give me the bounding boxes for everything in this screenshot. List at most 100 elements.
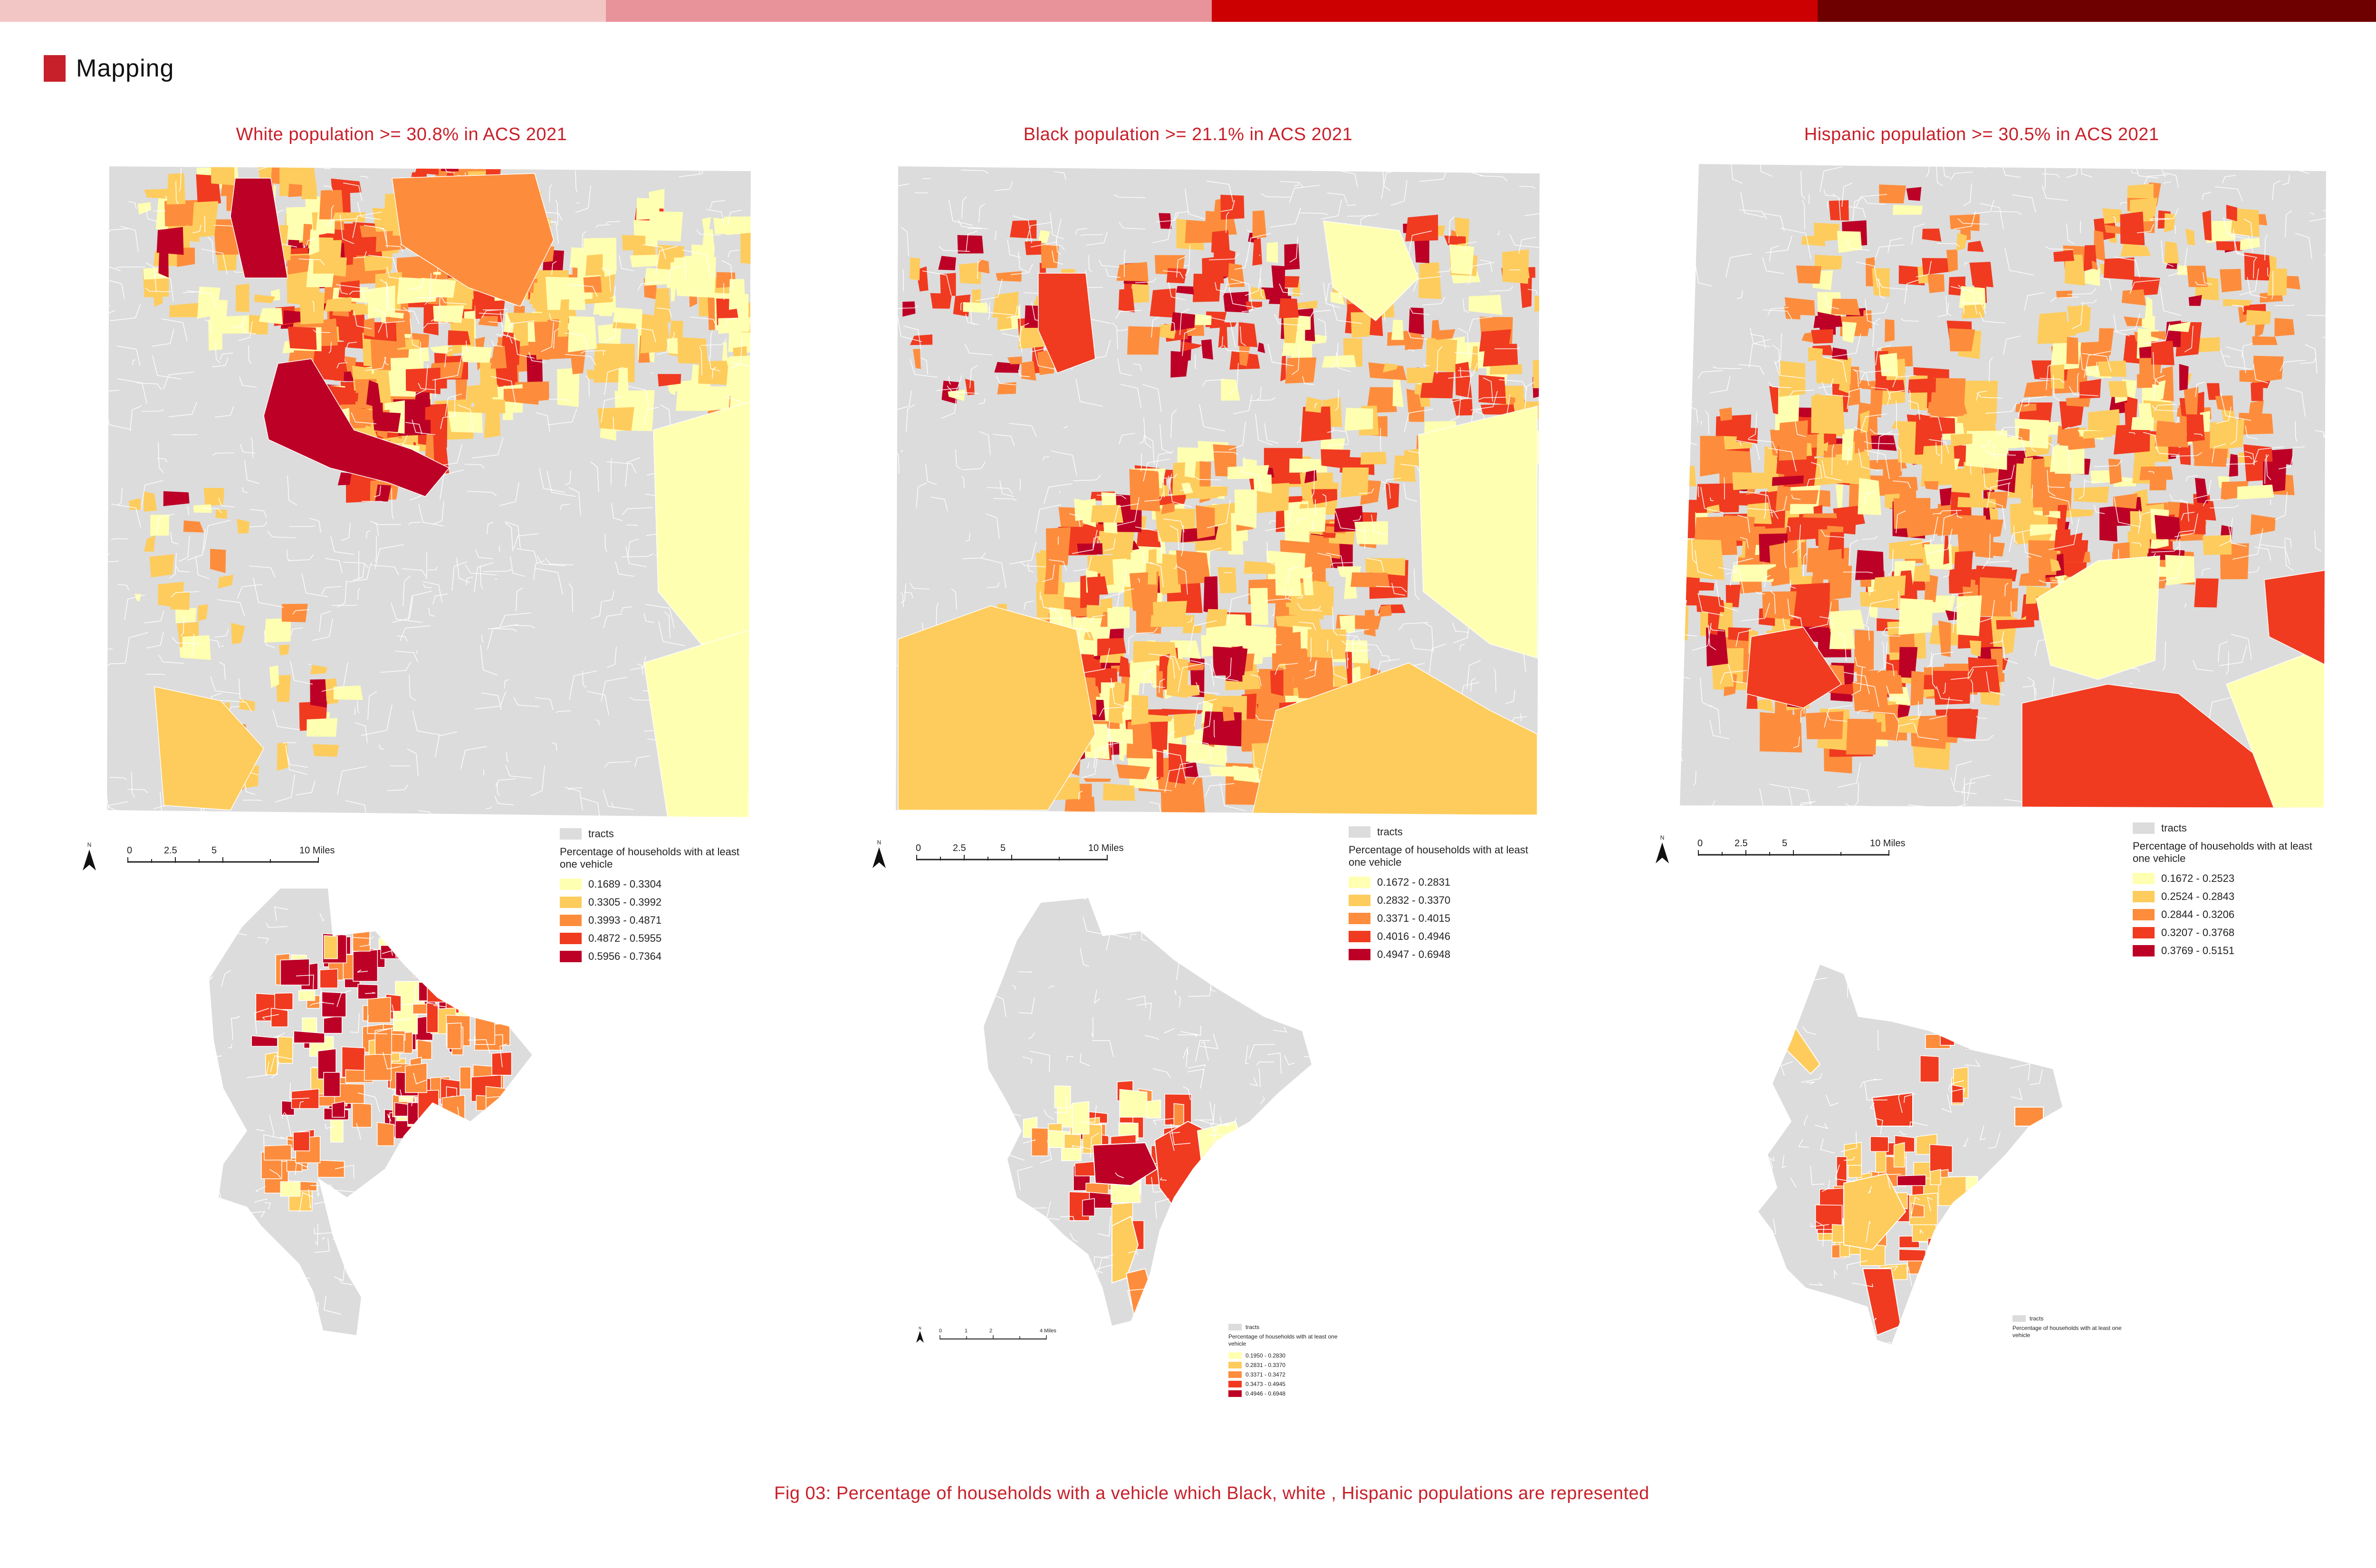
tract-cell-class-1: [1253, 474, 1272, 494]
tract-cell-class-4: [1966, 1034, 1981, 1050]
legend-title: Percentage of households with at least o…: [2133, 840, 2312, 864]
legend-swatch-4: [1228, 1381, 1242, 1387]
tract-cell-class-3: [2066, 396, 2091, 407]
tract-cell-class-4: [1953, 551, 1973, 587]
tract-cell-class-4: [1996, 619, 2035, 630]
tract-cell-class-2: [1099, 531, 1134, 555]
tract-cell-class-5: [2099, 506, 2117, 542]
tract-cell-class-4: [1708, 603, 1721, 635]
tract-cell-class-2: [144, 189, 171, 199]
tract-cell-class-4: [1180, 341, 1202, 352]
tract-cell-class-5: [1939, 488, 1952, 506]
tract-cell-class-2: [1893, 1142, 1905, 1167]
legend-title: Percentage of households with at least o…: [1228, 1333, 1338, 1347]
tract-cell-class-3: [432, 969, 458, 987]
svg-text:N: N: [87, 841, 92, 848]
tract-cell-class-3: [2031, 458, 2045, 491]
tract-cell-class-5: [310, 679, 327, 708]
tract-cell-class-2: [1091, 505, 1123, 523]
tract-region-class-4: [1746, 627, 1842, 708]
tract-cell-class-2: [153, 281, 164, 307]
tract-cell-class-3: [1846, 718, 1877, 755]
tract-cell-class-1: [1965, 430, 2007, 470]
legend-white: tracts Percentage of households with at …: [560, 828, 750, 968]
tract-cell-class-1: [718, 317, 751, 334]
tract-cell-class-4: [1541, 383, 1542, 392]
tract-cell-class-2: [2127, 531, 2154, 563]
tract-cell-class-3: [1784, 305, 1801, 320]
tract-cell-class-1: [1339, 615, 1355, 633]
tract-cell-class-5: [163, 491, 190, 507]
tract-cell-class-5: [1170, 351, 1189, 378]
tract-cell-class-5: [1408, 307, 1424, 335]
tract-cell-class-2: [557, 299, 569, 337]
tract-cell-class-2: [1383, 363, 1399, 373]
tract-cell-class-2: [1351, 312, 1371, 338]
tract-cell-class-1: [430, 345, 449, 354]
tract-cell-class-3: [1938, 620, 1951, 657]
tract-cell-class-2: [1418, 262, 1442, 299]
tract-cell-class-1: [1330, 292, 1345, 305]
tract-cell-class-3: [1222, 707, 1235, 722]
tract-cell-class-2: [203, 488, 224, 506]
tract-cell-class-3: [1885, 675, 1904, 694]
tract-cell-class-2: [480, 363, 498, 397]
tract-cell-class-4: [2069, 402, 2084, 428]
tract-cell-class-2: [1533, 359, 1540, 389]
tract-cell-class-3: [1285, 357, 1317, 384]
tract-cell-class-3: [1879, 184, 1906, 204]
tract-cell-class-4: [1118, 288, 1135, 313]
tract-cell-class-3: [1379, 604, 1392, 617]
tract-cell-class-5: [1813, 316, 1842, 328]
legend-swatch-5: [2133, 945, 2155, 956]
tract-cell-class-1: [1775, 390, 1800, 430]
tract-cell-class-2: [1732, 472, 1773, 490]
tract-cell-class-2: [1063, 1134, 1081, 1149]
tract-cell-class-4: [1280, 349, 1286, 382]
tract-cell-class-3: [1779, 420, 1808, 461]
tract-cell-class-5: [380, 945, 408, 959]
tract-cell-class-2: [1205, 609, 1227, 628]
inset-scale-tick-2: 2: [989, 1328, 992, 1334]
panel-title-white: White population >= 30.8% in ACS 2021: [236, 124, 567, 144]
tract-cell-class-3: [1949, 328, 1975, 352]
tract-cell-class-2: [276, 675, 291, 702]
tract-cell-class-4: [1696, 483, 1740, 513]
tract-cell-class-5: [1201, 339, 1213, 360]
tract-cell-class-2: [2223, 299, 2252, 306]
legend-tracts-label: tracts: [588, 828, 614, 840]
tract-cell-class-5: [1271, 265, 1285, 296]
tract-cell-class-2: [2020, 481, 2033, 513]
tract-cell-class-4: [2120, 211, 2145, 246]
tract-cell-class-2: [1952, 1202, 1983, 1234]
legend-swatch-4: [1349, 931, 1370, 942]
tract-cell-class-1: [2237, 485, 2274, 500]
svg-text:N: N: [1660, 834, 1665, 841]
tract-cell-class-5: [1770, 475, 1804, 486]
city-tracts: [209, 889, 532, 1335]
legend-swatch-tracts: [1349, 826, 1370, 838]
tract-region-class-3: [2014, 1107, 2044, 1127]
tract-cell-class-2: [1426, 337, 1457, 373]
tract-cell-class-3: [1364, 610, 1376, 637]
tract-cell-class-2: [1182, 625, 1202, 633]
main-map-hispanic: [1680, 164, 2326, 808]
legend-swatch-2: [2133, 891, 2155, 902]
tract-region-class-1: [1323, 220, 1419, 321]
tract-cell-class-5: [323, 1015, 343, 1034]
scale-tick-0: 0: [127, 845, 132, 856]
legend-tracts-label: tracts: [1245, 1324, 1260, 1330]
tract-cell-class-2: [1938, 1176, 1967, 1206]
tract-cell-class-4: [1211, 230, 1230, 256]
tract-cell-class-3: [334, 1083, 365, 1104]
tract-cell-class-2: [474, 398, 506, 413]
city-tracts: [1758, 965, 2062, 1345]
tract-cell-class-1: [1184, 452, 1197, 478]
tract-cell-class-3: [490, 345, 507, 369]
tract-cell-class-1: [137, 202, 152, 215]
inset-scale-tick-3: 4 Miles: [1040, 1328, 1056, 1334]
inset-map-hispanic: [1758, 965, 2062, 1345]
tract-cell-class-2: [2120, 244, 2151, 257]
tract-cell-class-3: [977, 259, 990, 274]
tract-cell-class-5: [283, 310, 304, 324]
